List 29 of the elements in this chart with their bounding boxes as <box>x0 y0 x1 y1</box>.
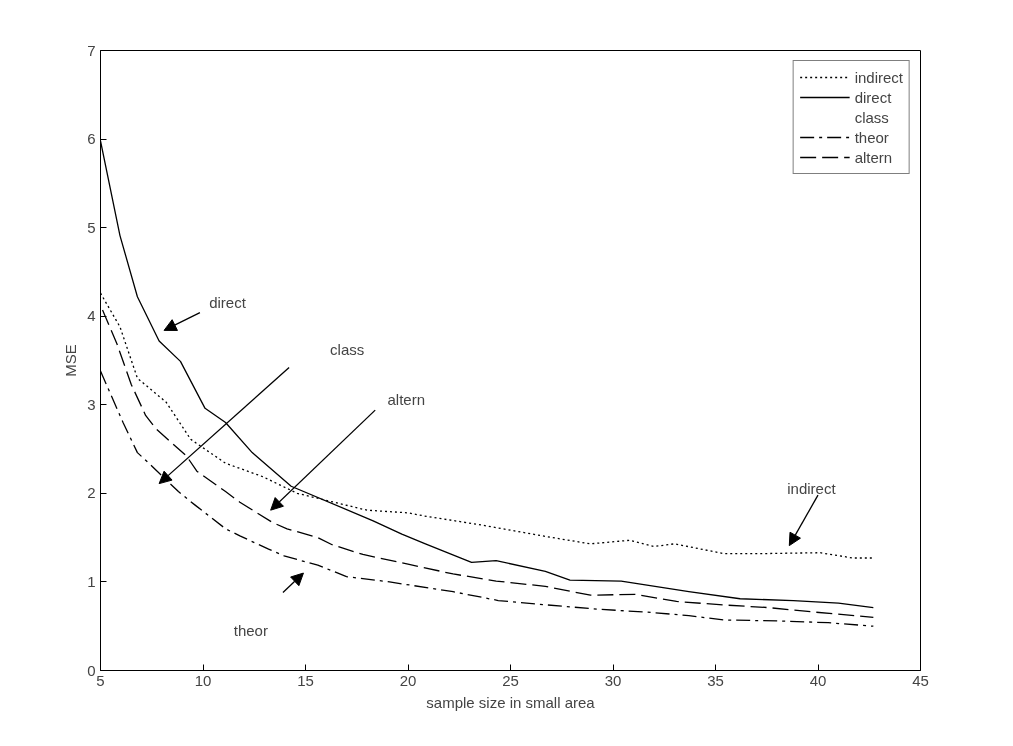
y-tick-label: 1 <box>87 572 96 590</box>
x-tick-label: 10 <box>194 671 212 689</box>
y-tick-label: 7 <box>87 41 96 59</box>
y-tick-label: 5 <box>87 218 96 236</box>
annotation: class <box>330 341 365 359</box>
y-tick-label: 0 <box>87 661 96 679</box>
x-tick-label: 20 <box>399 671 417 689</box>
legend-label: indirect <box>854 68 903 86</box>
y-tick-label: 6 <box>87 130 96 148</box>
text: class <box>854 108 889 126</box>
x-tick-label: 35 <box>707 671 724 689</box>
x-tick-label: 45 <box>912 671 929 689</box>
legend-label: altern <box>854 148 893 166</box>
y-tick-label: 3 <box>87 395 96 413</box>
y-tick-label: 2 <box>87 484 96 502</box>
x-tick-label: 30 <box>604 671 622 689</box>
line-series <box>100 370 874 627</box>
annotation: theor <box>233 622 268 640</box>
x-tick-label: 40 <box>809 671 827 689</box>
x-tick-label: 25 <box>502 671 519 689</box>
x-tick-label: 15 <box>297 671 314 689</box>
annotation: indirect <box>787 479 837 497</box>
y-axis-title: MSE <box>62 344 80 377</box>
annotation: altern <box>387 390 426 408</box>
legend-label: theor <box>854 128 889 146</box>
y-tick-label: 4 <box>87 307 96 325</box>
legend-label: direct <box>854 88 892 106</box>
x-axis-title: sample size in small area <box>426 693 596 711</box>
annotation: direct <box>209 294 247 312</box>
